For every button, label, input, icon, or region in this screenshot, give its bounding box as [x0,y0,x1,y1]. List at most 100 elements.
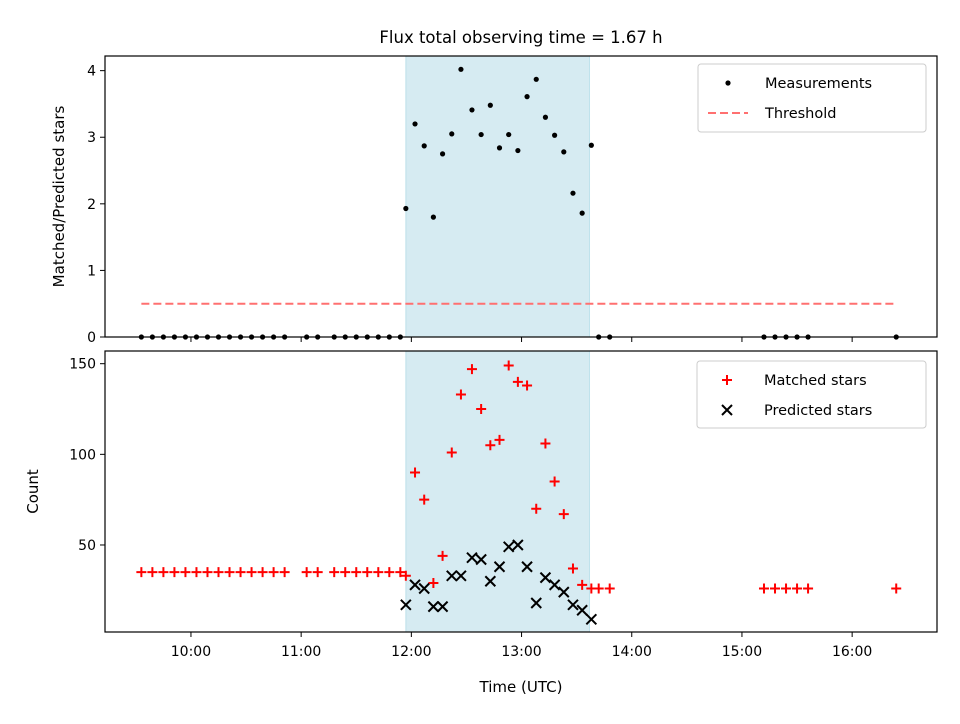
top-panel: 0 1 2 3 4 Matched/Predicted stars Measurements… [50,55,938,346]
matched-stars-point [257,567,268,578]
legend: Measurements Threshold [697,63,927,133]
matched-stars-point [428,578,439,589]
predicted-stars-point [466,551,478,564]
matched-stars-point [604,583,615,594]
matched-stars-point [522,380,533,391]
predicted-stars-point [475,553,487,566]
matched-stars-point [329,567,340,578]
legend-label: Matched stars [764,373,867,389]
matched-stars-point [455,389,466,400]
legend-label: Predicted stars [764,403,872,419]
y-axis-label: Count [24,469,42,514]
matched-stars-point [180,567,191,578]
x-tick-label: 10:00 [171,644,211,660]
predicted-stars-point [484,575,497,587]
matched-stars-point [147,567,158,578]
predicted-stars-point [400,599,412,611]
matched-stars-point [202,567,213,578]
matched-stars-point [169,567,180,578]
matched-stars-point [384,567,395,578]
matched-stars-point [158,567,169,578]
y-tick-label: 150 [69,357,96,373]
y-tick-label: 2 [87,197,96,213]
x-tick-label: 15:00 [722,644,762,660]
bottom-panel: 50 100 150 10:00 11:00 12:00 13:00 14:00 15:00 16… [24,350,938,696]
predicted-stars-point [436,600,449,613]
predicted-stars-point [558,586,570,598]
measurement-point [588,142,594,148]
highlight-span [405,350,591,633]
legend-label: Measurements [765,76,872,92]
measurement-point [552,132,558,138]
figure-title: Flux total observing time = 1.67 h [379,28,662,47]
measurement-point [533,76,539,82]
matched-stars-point [476,404,487,415]
matched-stars-point [213,567,224,578]
matched-stars-point [235,567,246,578]
predicted-stars-point [576,604,588,616]
series-matched-stars [136,360,902,594]
y-tick-label: 3 [87,130,96,146]
measurement-point [496,145,503,151]
matched-stars-point [503,360,514,371]
matched-stars-point [268,567,279,578]
predicted-stars-point [585,613,598,626]
matched-stars-point [567,563,578,574]
measurement-point [478,131,484,138]
measurement-point [421,143,427,149]
y-axis-label: Matched/Predicted stars [50,106,68,288]
x-tick-label: 11:00 [281,644,321,660]
matched-stars-point [891,583,902,594]
matched-stars-point [558,509,569,520]
matched-stars-point [224,567,235,578]
matched-stars-point [437,550,448,561]
matched-stars-point [803,583,814,594]
matched-stars-point [466,364,477,375]
matched-stars-point [494,434,505,445]
matched-stars-point [312,567,323,578]
matched-stars-point [400,570,411,581]
matched-stars-point [136,567,147,578]
matched-stars-point [540,438,551,449]
x-tick-label: 13:00 [501,644,541,660]
matched-stars-point [485,440,496,451]
measurement-point [412,121,418,127]
matched-stars-point [410,467,421,478]
matched-stars-point [419,494,430,505]
predicted-stars-point [502,541,515,553]
matched-stars-point [191,567,202,578]
matched-stars-point [301,567,312,578]
y-tick-label: 100 [69,447,96,463]
predicted-stars-point [567,599,579,611]
x-tick-label: 14:00 [612,644,652,660]
predicted-stars-point [530,597,542,609]
x-axis-label: Time (UTC) [479,678,563,696]
axes-frame [104,55,938,338]
legend-label: Threshold [764,106,836,122]
matched-stars-point [446,447,457,458]
measurement-point [579,210,585,216]
matched-stars-point [758,583,769,594]
matched-stars-point [549,476,560,487]
measurement-point [542,114,549,120]
measurement-point [403,205,409,212]
predicted-stars-point [512,539,524,551]
matched-stars-point [781,583,792,594]
predicted-stars-point [521,561,533,573]
measurement-point [561,149,567,155]
y-tick-label: 1 [87,263,96,279]
predicted-stars-point [539,571,552,584]
measurement-point [469,107,475,113]
matched-stars-point [512,376,523,387]
legend-box [697,63,927,133]
highlight-span [405,55,591,338]
measurement-point [487,102,493,108]
y-tick-label: 4 [87,64,96,80]
predicted-stars-point [446,570,458,582]
x-tick-label: 16:00 [832,644,872,660]
matched-stars-point [373,567,384,578]
y-tick-label: 50 [78,538,96,554]
legend-box [696,360,927,429]
predicted-stars-point [548,579,561,591]
